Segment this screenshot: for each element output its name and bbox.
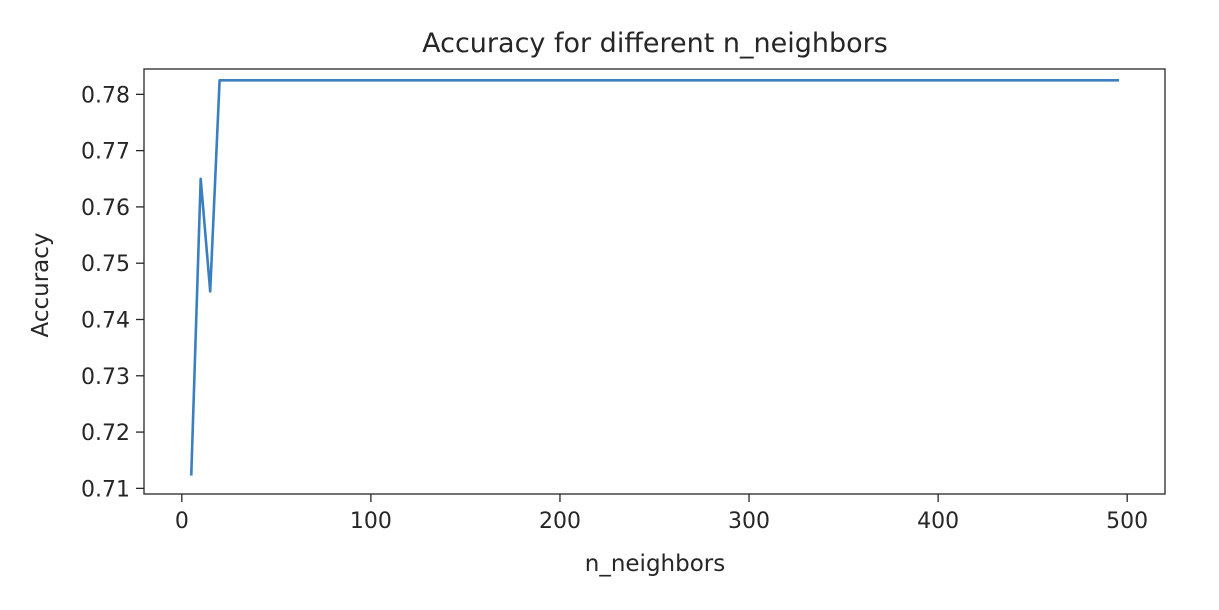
series-line-0: [189, 79, 1119, 476]
y-tick-label-3: 0.74: [81, 308, 130, 333]
x-tick-label-0: 0: [175, 509, 189, 534]
x-tick-label-4: 400: [917, 509, 959, 534]
chart-title: Accuracy for different n_neighbors: [422, 28, 888, 59]
y-tick-label-7: 0.78: [81, 83, 130, 108]
x-tick-label-2: 200: [539, 509, 581, 534]
x-tick-label-3: 300: [728, 509, 770, 534]
y-tick-label-6: 0.77: [81, 140, 130, 165]
y-tick-label-4: 0.75: [81, 252, 130, 277]
x-tick-label-1: 100: [350, 509, 392, 534]
y-tick-label-1: 0.72: [81, 421, 130, 446]
x-tick-label-5: 500: [1106, 509, 1148, 534]
x-axis-label: n_neighbors: [585, 551, 725, 577]
y-axis-label: Accuracy: [28, 232, 54, 337]
y-tick-label-5: 0.76: [81, 196, 130, 221]
y-tick-label-2: 0.73: [81, 365, 130, 390]
plot-area: 0 100 200 300 400 500 0.71 0.72 0.73 0.74 0.75 0.76…: [81, 68, 1166, 534]
axes-frame: [143, 68, 1166, 495]
y-tick-label-0: 0.71: [81, 477, 130, 502]
